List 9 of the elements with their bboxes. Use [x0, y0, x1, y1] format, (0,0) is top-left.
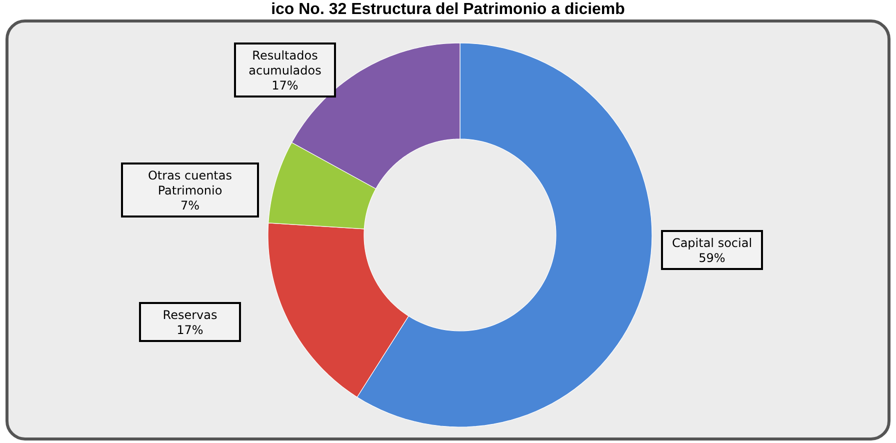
- data-label: 17%: [176, 323, 204, 337]
- data-label: 59%: [698, 251, 726, 265]
- data-label: 17%: [272, 78, 298, 92]
- slice-label: Reservas: [162, 308, 218, 322]
- slice-label: Capital social: [672, 236, 752, 250]
- slice-label: Otras cuentas Patrimonio: [148, 168, 232, 198]
- data-label: 7%: [180, 198, 200, 212]
- chart-title: ico No. 32 Estructura del Patrimonio a diciemb: [271, 1, 626, 18]
- slice-label: Resultados acumulados: [248, 48, 322, 78]
